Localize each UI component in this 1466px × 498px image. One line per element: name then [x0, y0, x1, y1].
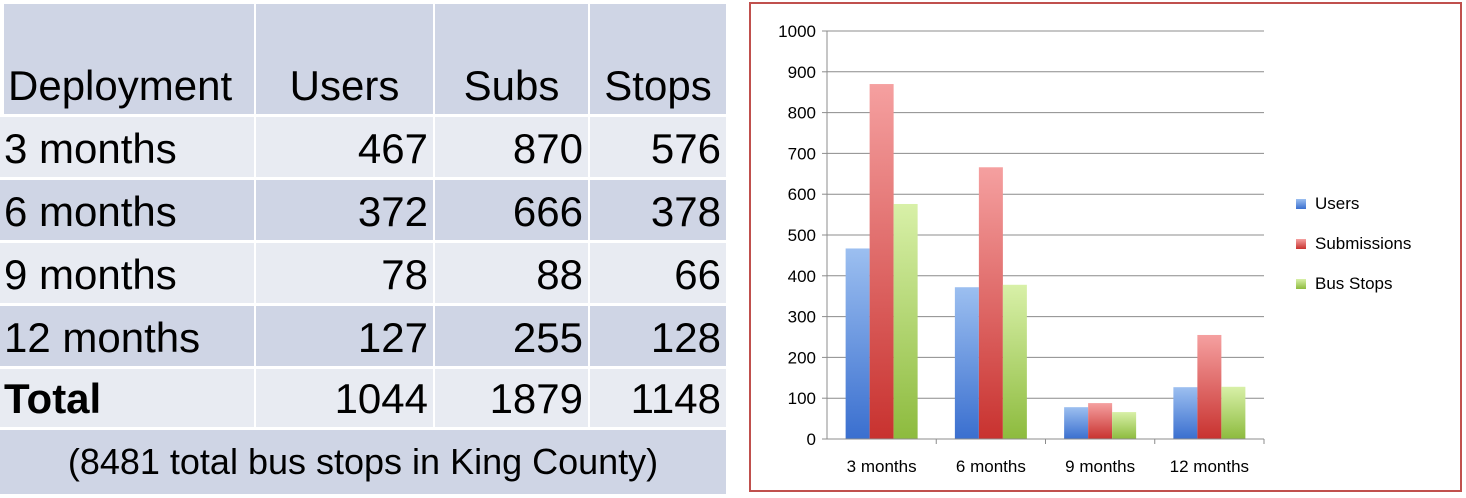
bar-submissions	[1197, 334, 1222, 439]
legend-swatch	[1296, 239, 1306, 249]
deployment-table: Deployment Users Subs Stops 3 months 467…	[0, 0, 726, 498]
legend-label: Bus Stops	[1315, 274, 1393, 293]
row-label-3-months: 3 months	[0, 117, 254, 177]
bar-submissions	[1088, 403, 1113, 439]
cell-subs-3-months: 870	[435, 117, 588, 177]
cell-users-12-months: 127	[256, 306, 433, 366]
bar-bus-stops	[1002, 284, 1027, 439]
header-users: Users	[256, 4, 433, 114]
y-tick-label: 500	[788, 226, 816, 245]
row-label-6-months: 6 months	[0, 180, 254, 240]
cell-subs-9-months: 88	[435, 243, 588, 303]
cell-users-3-months: 467	[256, 117, 433, 177]
y-tick-label: 0	[807, 430, 816, 449]
legend-label: Users	[1315, 194, 1359, 213]
bar-chart-frame: 0 100 200 300 400 500 600 700 800 900 1000 3 months…	[749, 2, 1462, 492]
x-tick-label: 6 months	[956, 457, 1026, 476]
bar-users	[845, 248, 870, 439]
cell-stops-9-months: 66	[590, 243, 726, 303]
row-label-9-months: 9 months	[0, 243, 254, 303]
row-label-total: Total	[0, 369, 254, 427]
cell-users-total: 1044	[256, 369, 433, 427]
cell-stops-6-months: 378	[590, 180, 726, 240]
bus-stops-note: (8481 total bus stops in King County)	[0, 430, 726, 494]
y-tick-label: 400	[788, 267, 816, 286]
header-stops: Stops	[590, 4, 726, 114]
x-tick-label: 3 months	[847, 457, 917, 476]
y-tick-label: 600	[788, 185, 816, 204]
bar-bus-stops	[1112, 412, 1137, 439]
cell-stops-total: 1148	[590, 369, 726, 427]
cell-subs-total: 1879	[435, 369, 588, 427]
bar-bus-stops	[893, 203, 918, 439]
bar-submissions	[978, 167, 1003, 439]
bar-chart: 0 100 200 300 400 500 600 700 800 900 1000 3 months…	[778, 22, 1411, 476]
y-tick-label: 800	[788, 104, 816, 123]
cell-stops-3-months: 576	[590, 117, 726, 177]
cell-stops-12-months: 128	[590, 306, 726, 366]
x-tick-label: 12 months	[1170, 457, 1249, 476]
y-tick-label: 200	[788, 348, 816, 367]
bar-submissions	[869, 84, 894, 439]
legend-swatch	[1296, 279, 1306, 289]
bar-bus-stops	[1221, 386, 1246, 439]
bar-users	[954, 287, 979, 439]
bar-users	[1064, 407, 1089, 439]
cell-users-6-months: 372	[256, 180, 433, 240]
cell-subs-12-months: 255	[435, 306, 588, 366]
bar-users	[1173, 387, 1198, 439]
y-tick-label: 100	[788, 389, 816, 408]
header-subs: Subs	[435, 4, 588, 114]
cell-users-9-months: 78	[256, 243, 433, 303]
cell-subs-6-months: 666	[435, 180, 588, 240]
y-tick-label: 300	[788, 308, 816, 327]
legend-label: Submissions	[1315, 234, 1411, 253]
legend-swatch	[1296, 199, 1306, 209]
y-tick-label: 900	[788, 63, 816, 82]
y-tick-label: 700	[788, 144, 816, 163]
row-label-12-months: 12 months	[0, 306, 254, 366]
y-tick-label: 1000	[778, 22, 816, 41]
header-deployment: Deployment	[4, 4, 254, 114]
x-tick-label: 9 months	[1065, 457, 1135, 476]
